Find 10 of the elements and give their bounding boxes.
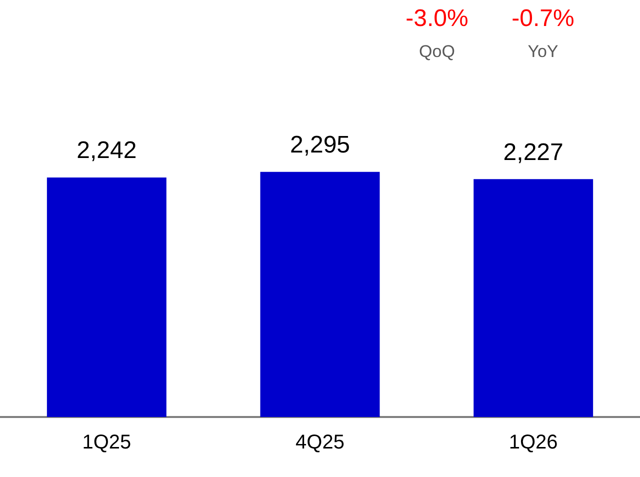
data-label: 2,227 <box>503 138 564 166</box>
x-tick-label: 4Q25 <box>296 432 344 454</box>
x-tick-label: 1Q25 <box>82 432 132 454</box>
data-label: 2,295 <box>290 132 350 159</box>
text: -0.7% <box>510 5 576 33</box>
text: YoY <box>526 42 560 62</box>
text: -3.0% <box>404 5 470 33</box>
data-label: 2,242 <box>76 137 137 164</box>
x-tick-label: 1Q26 <box>508 432 558 454</box>
text: QoQ <box>418 42 456 62</box>
